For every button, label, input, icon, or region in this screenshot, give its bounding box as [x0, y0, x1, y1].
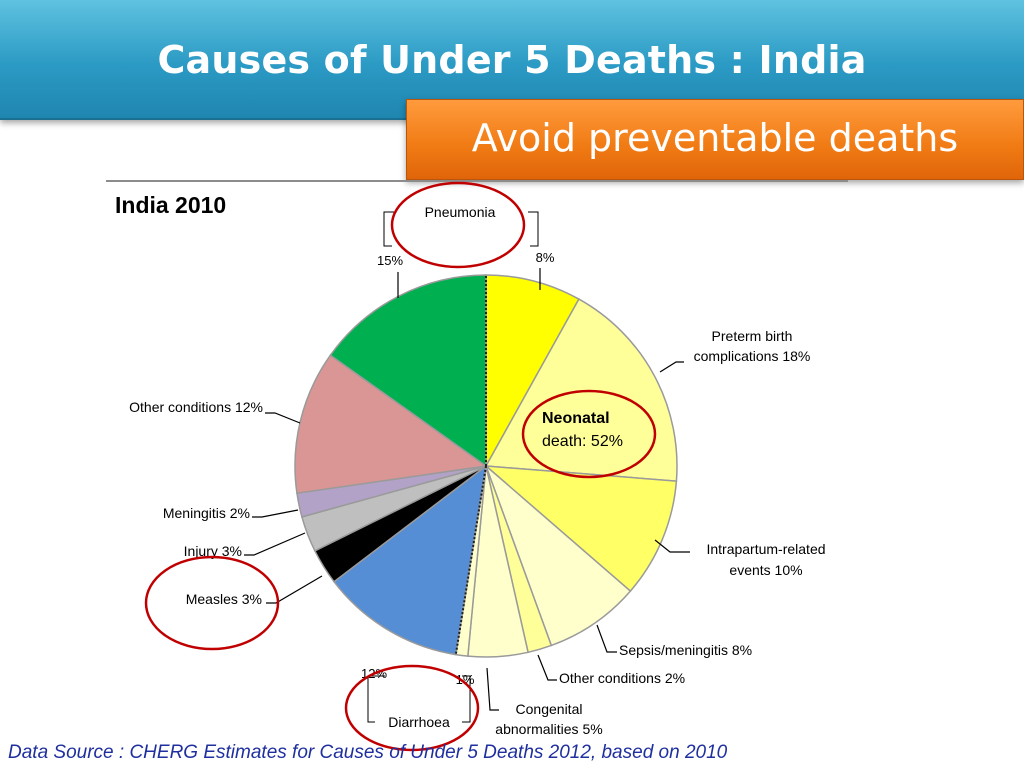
pie-slice-pneumonia-neonatal: [485, 274, 580, 469]
pie-slice-other-conditions-postneonatal: [294, 354, 488, 495]
neonatal-callout-line1: Neonatal: [542, 410, 610, 427]
highlight-circles: [144, 181, 657, 752]
pneumonia-label: Pneumonia: [425, 204, 496, 220]
measles-label: Measles 3%: [186, 591, 262, 607]
chart-top-rule: [106, 180, 848, 182]
diarrhoea-label: Diarrhoea: [388, 714, 450, 730]
highlight-circle-neonatal: [521, 389, 657, 479]
meningitis-label: Meningitis 2%: [163, 505, 250, 521]
slide-title: Causes of Under 5 Deaths : India: [157, 38, 867, 82]
injury-label: Injury 3%: [184, 543, 242, 559]
sepsis-label: Sepsis/meningitis 8%: [619, 642, 752, 658]
highlight-circle-diarrhoea: [344, 664, 480, 752]
pneumonia-bracket: [383, 211, 539, 247]
diarrhoea-bracket: [367, 675, 471, 723]
pie-slice-diarrhoea-postneonatal: [332, 464, 488, 656]
pie-slice-intrapartum-related-events-neonatal: [483, 465, 678, 593]
other-post-label: Other conditions 12%: [129, 399, 263, 415]
congenital-label-line1: Congenital: [516, 701, 583, 717]
chart-title: India 2010: [115, 192, 226, 218]
leader-lines: [244, 268, 690, 711]
neonatal-callout-line2: death: 52%: [542, 433, 623, 450]
other-neonatal-label: Other conditions 2%: [559, 670, 685, 686]
pneumonia-neonatal-pct-label: 8%: [536, 250, 555, 265]
data-source-note: Data Source : CHERG Estimates for Causes…: [8, 742, 728, 763]
preterm-label-line2: complications 18%: [694, 348, 811, 364]
preterm-label-line1: Preterm birth: [712, 328, 793, 344]
intrapartum-label-line2: events 10%: [729, 562, 802, 578]
highlight-circle-measles: [144, 555, 280, 651]
intrapartum-label-line1: Intrapartum-related: [706, 541, 825, 557]
diarrhoea-neonatal-pct-label: 1%: [456, 672, 475, 687]
pneumonia-post-pct-label: 15%: [377, 253, 403, 268]
slide-subtitle: Avoid preventable deaths: [471, 116, 959, 160]
subtitle-banner: Avoid preventable deaths: [406, 99, 1024, 180]
congenital-label-line2: abnormalities 5%: [495, 721, 602, 737]
pie-slice-sepsis-meningitis-neonatal: [484, 463, 632, 647]
highlight-circle-pneumonia: [390, 181, 526, 269]
